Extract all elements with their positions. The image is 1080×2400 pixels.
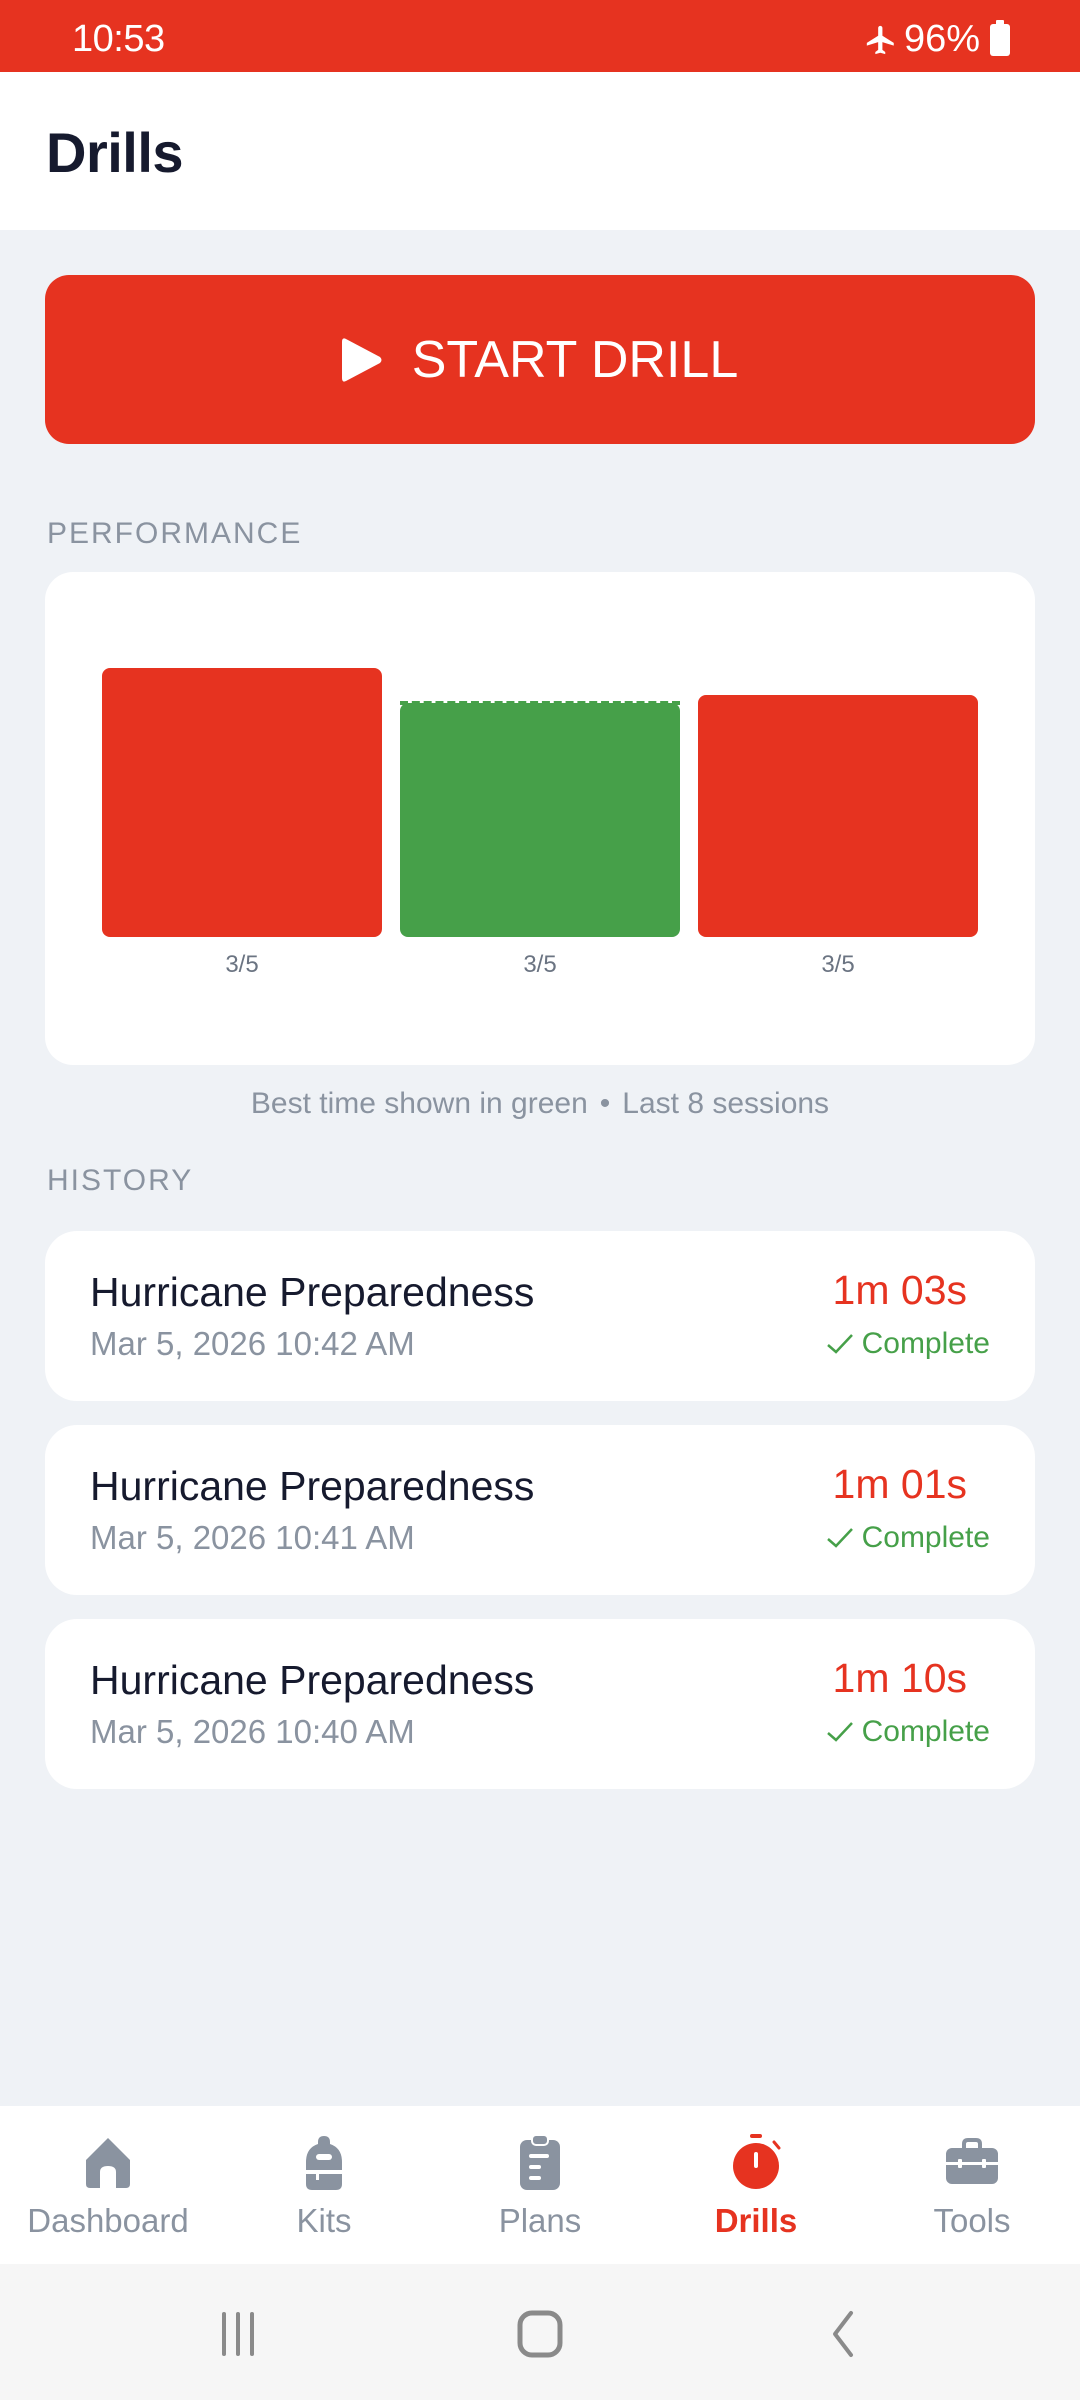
recent-apps-icon <box>222 2312 254 2356</box>
drill-title: Hurricane Preparedness <box>90 1269 535 1315</box>
battery-percent: 96% <box>903 18 980 60</box>
chart-caption: Best time shown in green • Last 8 sessions <box>0 1087 1080 1121</box>
drill-status: Complete <box>826 1715 990 1749</box>
best-time-line <box>400 701 680 705</box>
status-label: Complete <box>861 1715 990 1748</box>
bar-label: 3/5 <box>225 951 259 978</box>
nav-label: Plans <box>498 2202 582 2239</box>
checkmark-icon <box>826 1528 853 1548</box>
chart-bar <box>102 668 382 937</box>
drill-title: Hurricane Preparedness <box>90 1657 535 1703</box>
nav-item-plans[interactable]: Plans <box>432 2106 648 2264</box>
history-section-label: HISTORY <box>47 1164 194 1197</box>
caption-sessions: Last 8 sessions <box>622 1087 830 1120</box>
bar-label: 3/5 <box>523 951 557 978</box>
status-label: Complete <box>861 1521 990 1554</box>
drill-date: Mar 5, 2026 10:42 AM <box>90 1325 415 1362</box>
back-icon <box>833 2311 853 2357</box>
drill-duration: 1m 01s <box>832 1461 967 1507</box>
status-time: 10:53 <box>72 18 165 60</box>
caption-best: Best time shown in green <box>250 1087 588 1120</box>
nav-label: Tools <box>933 2202 1011 2239</box>
bottom-nav: Dashboard Kits Plans Drills Tools <box>0 2106 1080 2264</box>
nav-item-kits[interactable]: Kits <box>216 2106 432 2264</box>
performance-chart: 3/5 3/5 3/5 <box>45 572 1035 1065</box>
history-item[interactable]: Hurricane Preparedness Mar 5, 2026 10:42… <box>45 1231 1035 1401</box>
home-button[interactable] <box>500 2304 580 2364</box>
nav-label: Drills <box>714 2202 798 2239</box>
history-item[interactable]: Hurricane Preparedness Mar 5, 2026 10:41… <box>45 1425 1035 1595</box>
clipboard-icon <box>520 2134 560 2190</box>
checkmark-icon <box>826 1334 853 1354</box>
nav-label: Dashboard <box>27 2202 189 2239</box>
backpack-icon <box>306 2136 342 2190</box>
chart-bar-best <box>400 703 680 937</box>
status-bar: 10:53 96% <box>0 0 1080 72</box>
page-title: Drills <box>46 121 184 184</box>
battery-icon <box>990 19 1010 56</box>
airplane-mode-icon <box>866 25 894 54</box>
drill-status: Complete <box>826 1521 990 1555</box>
back-button[interactable] <box>802 2304 882 2364</box>
drill-date: Mar 5, 2026 10:41 AM <box>90 1519 415 1556</box>
home-circle-icon <box>517 2310 563 2358</box>
drill-date: Mar 5, 2026 10:40 AM <box>90 1713 415 1750</box>
drill-title: Hurricane Preparedness <box>90 1463 535 1509</box>
performance-section-label: PERFORMANCE <box>47 517 303 550</box>
chart-bar <box>698 695 978 937</box>
start-drill-button[interactable]: START DRILL <box>45 275 1035 444</box>
nav-item-tools[interactable]: Tools <box>864 2106 1080 2264</box>
nav-item-dashboard[interactable]: Dashboard <box>0 2106 216 2264</box>
drill-duration: 1m 03s <box>832 1267 967 1313</box>
nav-item-drills[interactable]: Drills <box>648 2106 864 2264</box>
status-label: Complete <box>861 1327 990 1360</box>
system-nav-bar <box>0 2264 1080 2400</box>
stopwatch-icon <box>733 2134 781 2189</box>
drill-duration: 1m 10s <box>832 1655 967 1701</box>
drill-status: Complete <box>826 1327 990 1361</box>
checkmark-icon <box>826 1722 853 1742</box>
bar-label: 3/5 <box>821 951 855 978</box>
toolbox-icon <box>946 2138 998 2184</box>
app-header: Drills <box>0 72 1080 230</box>
recent-apps-button[interactable] <box>198 2304 278 2364</box>
home-icon <box>86 2138 130 2188</box>
start-drill-label: START DRILL <box>411 330 739 389</box>
play-icon <box>341 337 382 382</box>
caption-separator: • <box>599 1087 611 1120</box>
status-indicators: 96% <box>864 18 1010 61</box>
nav-label: Kits <box>296 2202 352 2239</box>
history-item[interactable]: Hurricane Preparedness Mar 5, 2026 10:40… <box>45 1619 1035 1789</box>
